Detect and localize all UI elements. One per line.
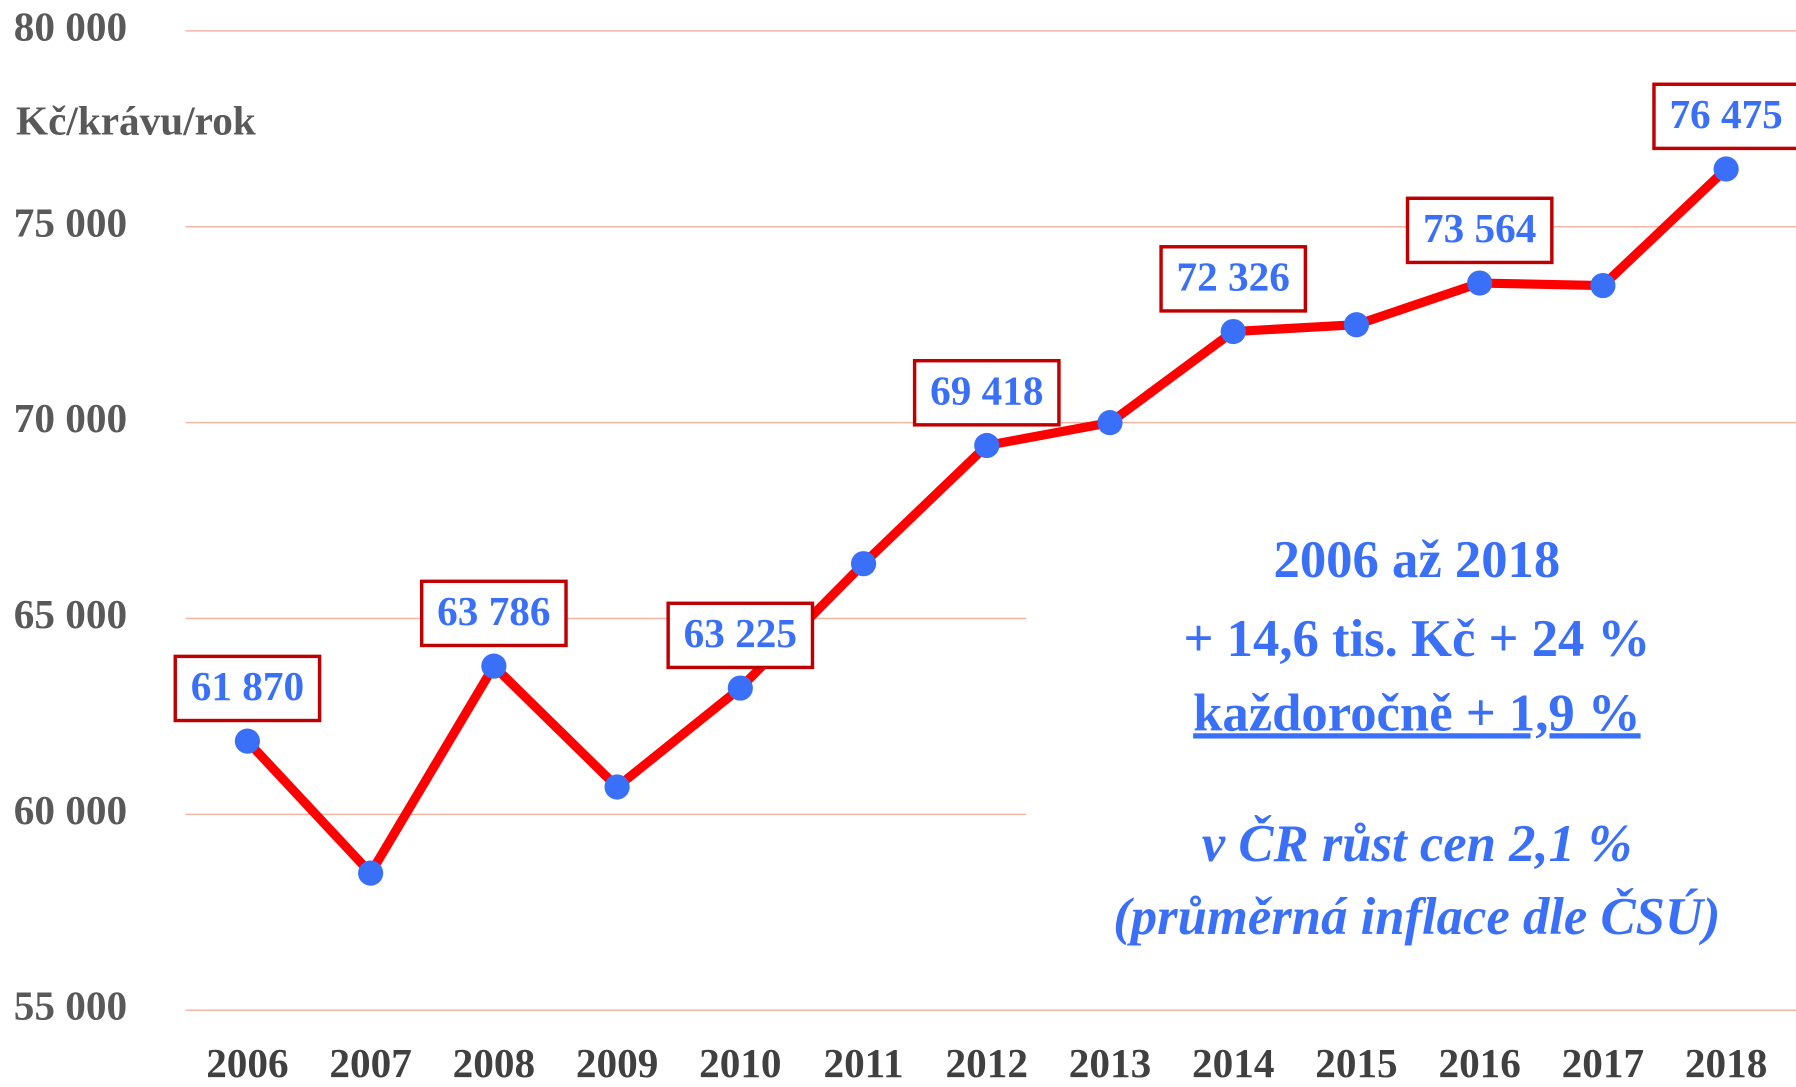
x-tick-label: 2013 xyxy=(1069,1040,1151,1086)
annotation: (průměrná inflace dle ČSÚ) xyxy=(1113,887,1720,946)
marker xyxy=(727,675,753,701)
marker xyxy=(604,774,630,800)
value-label: 69 418 xyxy=(930,368,1043,414)
value-label: 72 326 xyxy=(1177,254,1290,300)
value-label-box xyxy=(1405,196,1554,265)
y-tick-label: 75 000 xyxy=(14,199,127,245)
x-tick-label: 2009 xyxy=(576,1040,658,1086)
marker xyxy=(974,432,1000,459)
x-tick-label: 2015 xyxy=(1315,1040,1397,1086)
value-label-box xyxy=(1652,82,1796,151)
marker xyxy=(1097,410,1123,436)
y-tick-label: 65 000 xyxy=(14,591,127,637)
marker xyxy=(850,551,877,577)
annotation: 2006 až 2018 xyxy=(1273,531,1560,589)
annotation: v ČR růst cen 2,1 % xyxy=(1202,814,1632,873)
value-label: 61 870 xyxy=(191,663,304,709)
value-label-box xyxy=(912,358,1061,427)
value-label-box xyxy=(419,579,568,648)
marker xyxy=(1590,272,1616,299)
y-tick-label: 55 000 xyxy=(14,983,127,1029)
marker xyxy=(1467,270,1493,296)
annotation: + 14,6 tis. Kč + 24 % xyxy=(1183,610,1650,668)
marker xyxy=(1713,156,1739,182)
x-tick-label: 2018 xyxy=(1685,1040,1767,1086)
x-tick-label: 2016 xyxy=(1438,1040,1520,1086)
x-tick-label: 2006 xyxy=(206,1040,288,1086)
annotation: každoročně + 1,9 % xyxy=(1193,684,1640,742)
x-tick-label: 2012 xyxy=(946,1040,1028,1086)
y-tick-label: 80 000 xyxy=(14,3,127,49)
marker xyxy=(481,653,507,679)
annotation-background xyxy=(1026,515,1796,974)
value-label: 73 564 xyxy=(1423,205,1536,251)
value-label: 63 225 xyxy=(684,610,797,656)
x-tick-label: 2014 xyxy=(1192,1040,1274,1086)
y-tick-label: 60 000 xyxy=(14,787,127,833)
value-label-box xyxy=(173,654,322,723)
x-tick-label: 2008 xyxy=(453,1040,535,1086)
value-label-box xyxy=(1159,245,1308,313)
value-label-box xyxy=(666,601,815,670)
marker xyxy=(1343,312,1370,338)
x-tick-label: 2007 xyxy=(329,1040,411,1086)
marker xyxy=(234,728,261,754)
y-axis-label: Kč/krávu/rok xyxy=(16,97,256,143)
x-tick-label: 2011 xyxy=(823,1040,903,1086)
y-tick-label: 70 000 xyxy=(14,395,127,441)
x-tick-label: 2017 xyxy=(1562,1040,1644,1086)
value-label: 63 786 xyxy=(437,588,550,634)
x-tick-label: 2010 xyxy=(699,1040,781,1086)
marker xyxy=(358,860,384,886)
marker xyxy=(1220,318,1246,345)
value-label: 76 475 xyxy=(1669,91,1782,137)
